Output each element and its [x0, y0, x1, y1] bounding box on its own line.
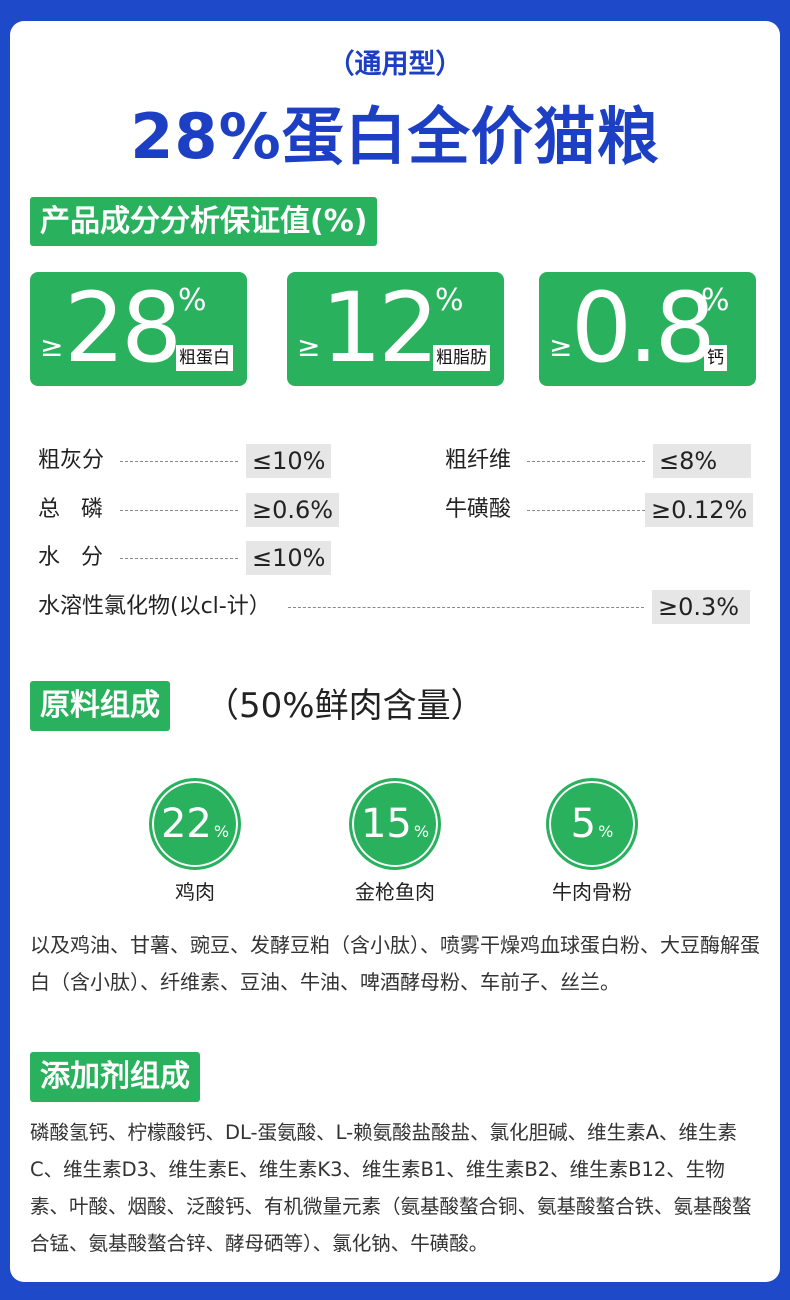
meat-percent: 15 — [360, 801, 412, 847]
product-subtitle: （通用型） — [327, 49, 463, 80]
meat-label: 鸡肉 — [175, 880, 215, 904]
stat-prefix: ≥ — [40, 330, 64, 363]
stat-value: 12 — [321, 272, 439, 384]
meat-percent: 22 — [160, 801, 212, 847]
ingredients-text: 以及鸡油、甘薯、豌豆、发酵豆粕（含小肽）、喷雾干燥鸡血球蛋白粉、大豆酶解蛋白（含… — [30, 933, 760, 994]
row-value: ≥0.3% — [652, 590, 750, 624]
row-value: ≥0.6% — [246, 493, 340, 527]
meat-tuna: 15 % 金枪鱼肉 — [335, 778, 455, 905]
meat-percent-unit: % — [598, 821, 614, 841]
analysis-row-chloride: 水溶性氯化物(以cl-计） ≥0.3% — [38, 590, 755, 624]
meat-percent-unit: % — [413, 821, 430, 841]
stat-unit: % — [435, 283, 464, 318]
row-label: 粗纤维 — [445, 448, 512, 473]
percent-circle: 5 % — [546, 778, 638, 870]
meat-chicken: 22 % 鸡肉 — [135, 778, 255, 905]
row-value: ≤10% — [246, 444, 332, 478]
stat-label: 钙 — [704, 345, 727, 371]
stat-unit: % — [701, 283, 730, 318]
row-label: 总 磷 — [38, 497, 103, 522]
additives-text: 磷酸氢钙、柠檬酸钙、DL-蛋氨酸、L-赖氨酸盐酸盐、氯化胆碱、维生素A、维生素C… — [30, 1121, 752, 1255]
percent-circle: 22 % — [149, 778, 241, 870]
dotted-leader — [120, 461, 238, 462]
stat-calcium: ≥ 0.8 % 钙 — [539, 272, 756, 386]
additives-section-title: 添加剂组成 — [30, 1052, 200, 1102]
stat-protein: ≥ 28 % 粗蛋白 — [30, 272, 247, 386]
analysis-row-moisture: 水 分 ≤10% — [38, 541, 348, 575]
stat-prefix: ≥ — [549, 330, 573, 363]
analysis-row-taurine: 牛磺酸 ≥0.12% — [445, 493, 755, 527]
stat-value: 0.8 — [571, 272, 716, 384]
stat-label: 粗蛋白 — [176, 345, 233, 371]
row-value: ≥0.12% — [645, 493, 754, 527]
dotted-leader — [120, 510, 238, 511]
row-value: ≤10% — [246, 541, 332, 575]
stat-label: 粗脂肪 — [433, 345, 490, 371]
meat-percent-unit: % — [213, 821, 230, 841]
analysis-row-fiber: 粗纤维 ≤8% — [445, 444, 755, 478]
dotted-leader — [527, 510, 645, 511]
stat-unit: % — [178, 283, 207, 318]
fresh-meat-content: （50%鲜肉含量） — [205, 686, 485, 726]
analysis-row-ash: 粗灰分 ≤10% — [38, 444, 348, 478]
row-value: ≤8% — [653, 444, 751, 478]
meat-label: 牛肉骨粉 — [552, 880, 632, 904]
meat-percent: 5 — [570, 801, 597, 847]
product-title: 28%蛋白全价猫粮 — [130, 100, 660, 173]
ingredients-section-title: 原料组成 — [30, 681, 170, 731]
meat-label: 金枪鱼肉 — [355, 880, 435, 904]
row-label: 水溶性氯化物(以cl-计） — [38, 594, 271, 619]
dotted-leader — [120, 558, 238, 559]
stat-prefix: ≥ — [297, 330, 321, 363]
stat-value: 28 — [64, 272, 182, 384]
stat-fat: ≥ 12 % 粗脂肪 — [287, 272, 504, 386]
row-label: 粗灰分 — [38, 448, 105, 473]
analysis-section-title: 产品成分分析保证值(%) — [30, 197, 378, 246]
analysis-row-phosphorus: 总 磷 ≥0.6% — [38, 493, 348, 527]
row-label: 水 分 — [38, 545, 103, 570]
dotted-leader — [288, 607, 644, 608]
row-label: 牛磺酸 — [445, 497, 512, 522]
dotted-leader — [527, 461, 645, 462]
percent-circle: 15 % — [349, 778, 441, 870]
meat-beef-bone: 5 % 牛肉骨粉 — [532, 778, 652, 905]
